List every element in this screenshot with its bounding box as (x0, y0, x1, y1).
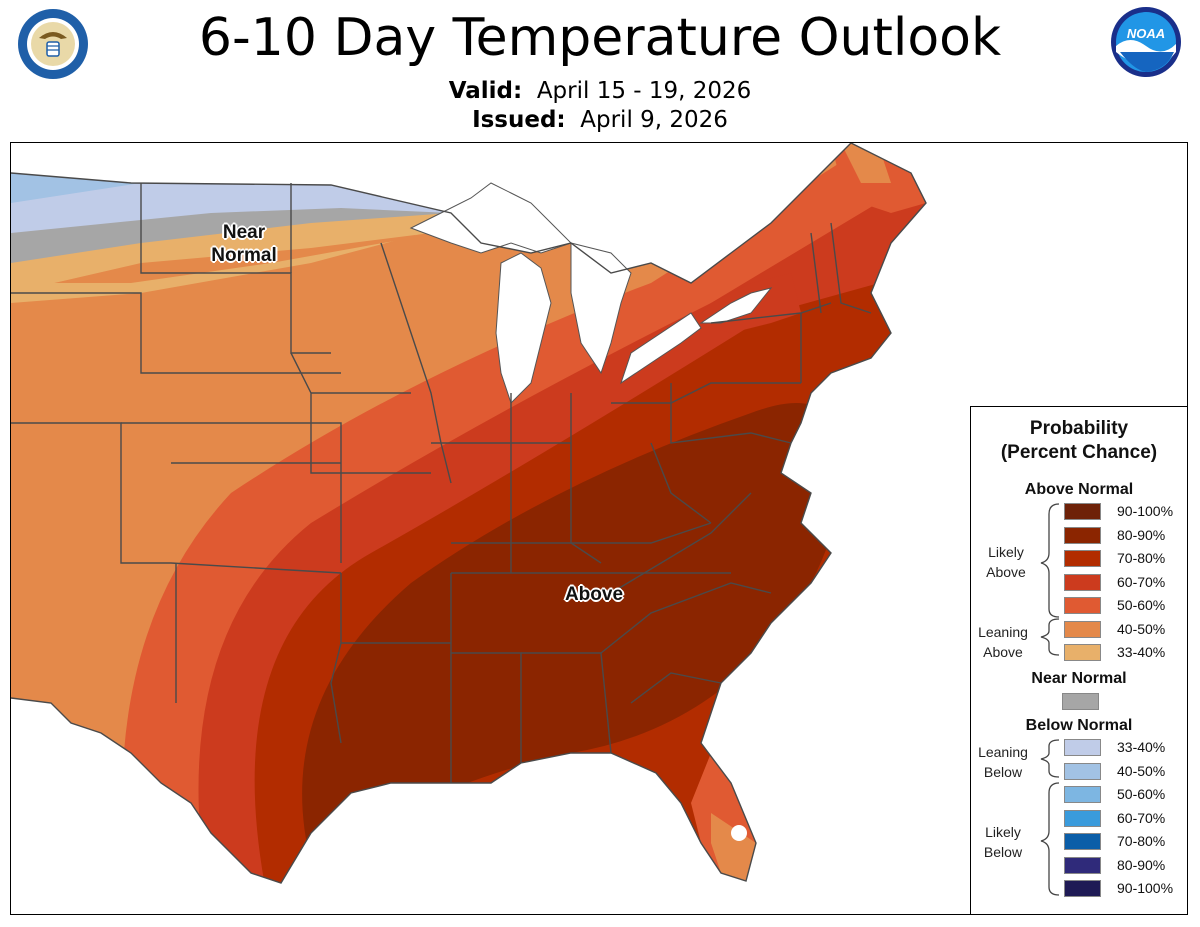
below-normal-heading: Below Normal (1025, 717, 1133, 734)
above-swatch (1064, 573, 1101, 591)
valid-label: Valid: (448, 78, 523, 104)
above-swatch (1064, 503, 1101, 520)
above-label: Above (564, 584, 624, 605)
issued-date: Issued: April 9, 2026 (0, 107, 1200, 133)
state-borders (11, 143, 927, 884)
below-swatch (1064, 833, 1101, 850)
above-swatch (1064, 620, 1101, 638)
below-swatch (1064, 856, 1101, 874)
valid-dates: Valid: April 15 - 19, 2026 (0, 78, 1200, 104)
above-brace-icon (1040, 503, 1060, 656)
likely-above-line2: Above (986, 564, 1026, 580)
great-lakes (409, 182, 773, 404)
noaa-logo-text: NOAA (1127, 26, 1165, 41)
above-normal-heading: Above Normal (1024, 481, 1134, 498)
above-label: 40-50% (1117, 620, 1166, 637)
likely-above-line1: Likely (988, 544, 1024, 560)
leaning-above-line1: Leaning (978, 624, 1028, 640)
near-normal-heading: Near Normal (1031, 670, 1127, 687)
commerce-seal-icon (18, 9, 88, 79)
above-label: 50-60% (1117, 597, 1166, 613)
above-label: 80-90% (1117, 526, 1166, 543)
valid-value: April 15 - 19, 2026 (536, 78, 752, 104)
legend: Probability (Percent Chance) Above Norma… (970, 406, 1188, 915)
likely-above-label: Likely Above (971, 542, 1041, 582)
page-title: 6-10 Day Temperature Outlook (198, 8, 1002, 68)
likely-below-line1: Likely (985, 824, 1021, 840)
issued-value: April 9, 2026 (580, 107, 728, 133)
above-swatch (1064, 550, 1101, 567)
near-normal-line1: Near (222, 222, 266, 243)
above-swatch (1064, 597, 1101, 614)
noaa-logo-icon: NOAA (1111, 7, 1181, 77)
likely-below-label: Likely Below (971, 822, 1035, 862)
below-swatch (1064, 880, 1101, 897)
below-brace-icon (1040, 739, 1060, 896)
near-normal-line2: Normal (211, 245, 277, 266)
below-label: 90-100% (1117, 880, 1174, 896)
leaning-below-line1: Leaning (978, 744, 1028, 760)
header: 6-10 Day Temperature Outlook Valid: Apri… (0, 0, 1200, 140)
below-swatch (1064, 762, 1101, 780)
above-label: 70-80% (1117, 550, 1166, 566)
below-label: 60-70% (1117, 809, 1166, 826)
legend-title: Probability (Percent Chance) (971, 417, 1187, 465)
above-label: 33-40% (1117, 644, 1166, 660)
near-normal-swatch (1062, 693, 1099, 710)
legend-title-line2: (Percent Chance) (1000, 442, 1158, 463)
below-swatch (1064, 809, 1101, 827)
below-label: 33-40% (1117, 739, 1166, 755)
below-swatch (1064, 739, 1101, 756)
below-label: 50-60% (1117, 786, 1166, 802)
below-label: 40-50% (1117, 762, 1166, 779)
below-swatch (1064, 786, 1101, 803)
legend-title-line1: Probability (1029, 418, 1129, 439)
map-svg (11, 143, 927, 884)
leaning-above-label: Leaning Above (971, 622, 1035, 662)
above-swatch (1064, 644, 1101, 661)
leaning-below-label: Leaning Below (971, 742, 1035, 782)
above-label: 60-70% (1117, 573, 1166, 590)
likely-below-line2: Below (983, 844, 1023, 860)
issued-label: Issued: (472, 107, 566, 133)
above-label: 90-100% (1117, 503, 1174, 519)
below-label: 80-90% (1117, 856, 1166, 873)
leaning-below-line2: Below (983, 764, 1023, 780)
above-swatch (1064, 526, 1101, 544)
leaning-above-line2: Above (983, 644, 1023, 660)
below-label: 70-80% (1117, 833, 1166, 849)
near-normal-label: Near Normal (199, 221, 289, 267)
